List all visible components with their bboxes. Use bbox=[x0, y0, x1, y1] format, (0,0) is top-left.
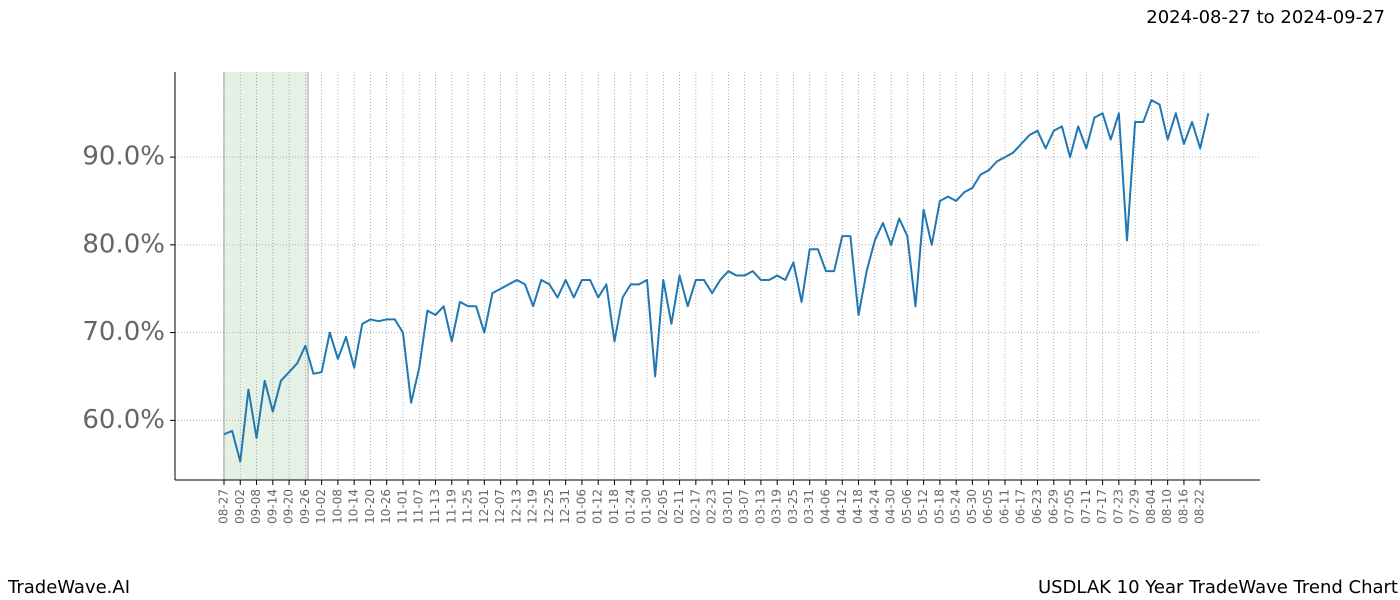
x-tick-label: 12-01 bbox=[477, 489, 491, 524]
x-tick-label: 01-12 bbox=[591, 489, 605, 524]
x-tick-label: 05-06 bbox=[900, 489, 914, 524]
x-tick-label: 12-13 bbox=[509, 489, 523, 524]
x-tick-label: 10-26 bbox=[379, 489, 393, 524]
x-tick-label: 10-20 bbox=[363, 489, 377, 524]
y-tick-label: 60.0% bbox=[82, 405, 165, 435]
x-tick-label: 05-24 bbox=[949, 489, 963, 524]
y-tick-label: 90.0% bbox=[82, 142, 165, 172]
x-tick-label: 09-08 bbox=[249, 489, 263, 524]
x-tick-label: 12-31 bbox=[558, 489, 572, 524]
x-tick-label: 09-20 bbox=[282, 489, 296, 524]
x-tick-label: 06-17 bbox=[1014, 489, 1028, 524]
x-tick-label: 06-23 bbox=[1030, 489, 1044, 524]
y-tick-label: 80.0% bbox=[82, 229, 165, 259]
x-tick-label: 12-19 bbox=[526, 489, 540, 524]
x-tick-label: 03-31 bbox=[802, 489, 816, 524]
x-tick-label: 07-05 bbox=[1063, 489, 1077, 524]
x-tick-label: 03-07 bbox=[737, 489, 751, 524]
x-tick-label: 09-02 bbox=[233, 489, 247, 524]
x-tick-label: 06-05 bbox=[981, 489, 995, 524]
x-tick-label: 06-29 bbox=[1046, 489, 1060, 524]
x-tick-label: 04-24 bbox=[867, 489, 881, 524]
x-tick-label: 05-30 bbox=[965, 489, 979, 524]
x-tick-label: 04-12 bbox=[835, 489, 849, 524]
x-tick-label: 09-26 bbox=[298, 489, 312, 524]
x-tick-label: 02-05 bbox=[656, 489, 670, 524]
x-tick-label: 11-07 bbox=[412, 489, 426, 524]
x-tick-label: 08-04 bbox=[1144, 489, 1158, 524]
x-tick-label: 04-18 bbox=[851, 489, 865, 524]
x-tick-label: 06-11 bbox=[997, 489, 1011, 524]
caption: USDLAK 10 Year TradeWave Trend Chart bbox=[1038, 577, 1398, 598]
x-tick-label: 07-23 bbox=[1111, 489, 1125, 524]
x-tick-label: 04-30 bbox=[884, 489, 898, 524]
x-tick-label: 08-10 bbox=[1160, 489, 1174, 524]
highlight-band bbox=[224, 72, 308, 480]
x-tick-label: 01-18 bbox=[607, 489, 621, 524]
x-tick-label: 03-01 bbox=[721, 489, 735, 524]
x-tick-label: 12-07 bbox=[493, 489, 507, 524]
x-tick-label: 08-16 bbox=[1176, 489, 1190, 524]
x-tick-label: 01-06 bbox=[574, 489, 588, 524]
x-tick-label: 02-11 bbox=[672, 489, 686, 524]
x-tick-label: 05-18 bbox=[932, 489, 946, 524]
x-tick-label: 08-22 bbox=[1193, 489, 1207, 524]
x-tick-label: 03-13 bbox=[753, 489, 767, 524]
y-tick-label: 70.0% bbox=[82, 317, 165, 347]
x-tick-label: 02-23 bbox=[705, 489, 719, 524]
date-range: 2024-08-27 to 2024-09-27 bbox=[1146, 7, 1385, 28]
x-tick-label: 09-14 bbox=[265, 489, 279, 524]
x-tick-label: 11-13 bbox=[428, 489, 442, 524]
x-tick-label: 04-06 bbox=[818, 489, 832, 524]
trend-line bbox=[223, 99, 1210, 463]
x-tick-label: 10-02 bbox=[314, 489, 328, 524]
x-tick-label: 05-12 bbox=[916, 489, 930, 524]
x-tick-label: 11-25 bbox=[461, 489, 475, 524]
x-tick-label: 10-08 bbox=[330, 489, 344, 524]
brand: TradeWave.AI bbox=[7, 577, 130, 598]
x-tick-label: 07-29 bbox=[1128, 489, 1142, 524]
x-tick-label: 08-27 bbox=[217, 489, 231, 524]
x-tick-label: 12-25 bbox=[542, 489, 556, 524]
x-tick-label: 07-17 bbox=[1095, 489, 1109, 524]
plot bbox=[223, 99, 1210, 463]
grid: 60.0% 70.0% 80.0% 90.0% 08-27 09-02 09-08 09-14… bbox=[82, 72, 1260, 524]
x-tick-label: 07-11 bbox=[1079, 489, 1093, 524]
x-tick-label: 11-19 bbox=[444, 489, 458, 524]
x-tick-label: 03-25 bbox=[786, 489, 800, 524]
x-tick-label: 10-14 bbox=[347, 489, 361, 524]
x-tick-label: 02-17 bbox=[688, 489, 702, 524]
x-tick-label: 01-24 bbox=[623, 489, 637, 524]
x-tick-label: 03-19 bbox=[770, 489, 784, 524]
x-tick-label: 11-01 bbox=[395, 489, 409, 524]
x-tick-label: 01-30 bbox=[640, 489, 654, 524]
